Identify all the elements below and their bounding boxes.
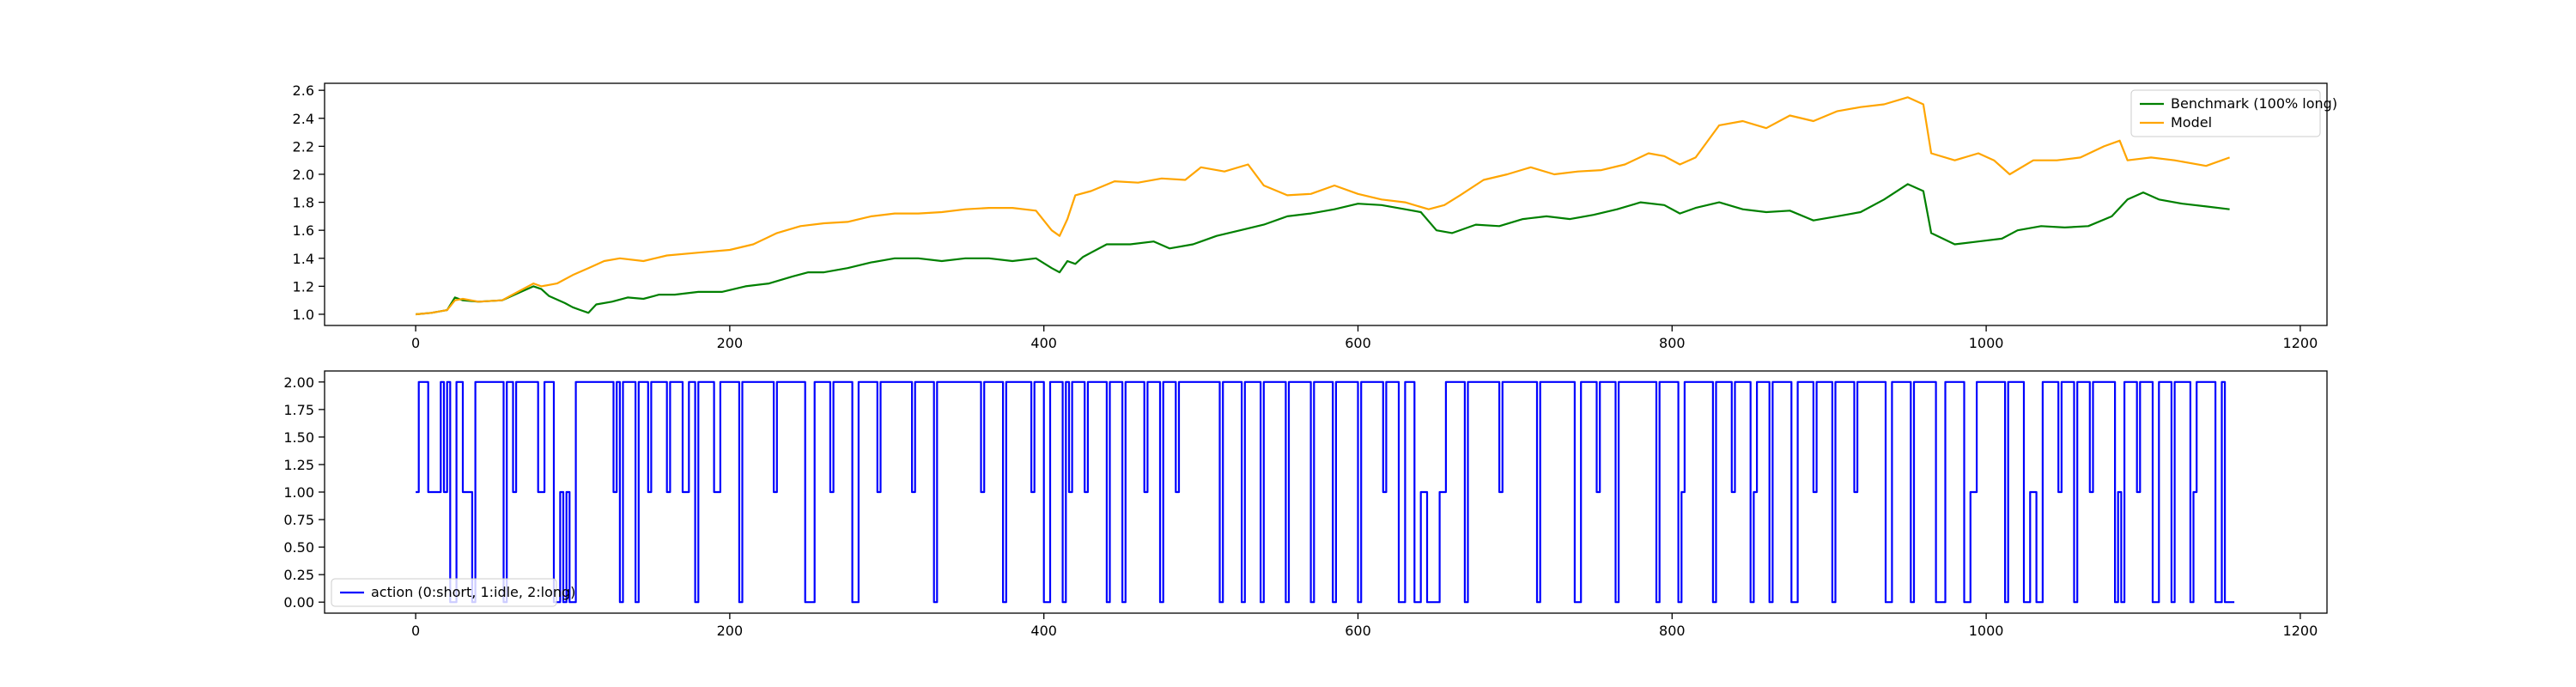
x-tick-label: 800 xyxy=(1659,335,1686,351)
y-tick-label: 1.75 xyxy=(283,402,314,418)
y-tick-label: 1.50 xyxy=(283,429,314,446)
x-tick-label: 1200 xyxy=(2283,623,2318,639)
legend-label: Benchmark (100% long) xyxy=(2171,95,2337,112)
x-tick-label: 1200 xyxy=(2283,335,2318,351)
y-tick-label: 0.50 xyxy=(283,539,314,556)
y-tick-label: 0.25 xyxy=(283,567,314,583)
y-tick-label: 1.6 xyxy=(293,222,314,239)
axes-frame xyxy=(324,82,2328,326)
y-tick-label: 2.0 xyxy=(293,167,314,183)
y-tick-label: 1.25 xyxy=(283,457,314,473)
y-tick-label: 1.2 xyxy=(293,278,314,295)
y-tick-label: 2.2 xyxy=(293,138,314,155)
legend-box xyxy=(2130,89,2321,137)
y-tick-label: 0.75 xyxy=(283,512,314,528)
x-tick-label: 600 xyxy=(1345,623,1371,639)
y-tick-label: 1.0 xyxy=(293,307,314,323)
x-tick-label: 0 xyxy=(411,623,420,639)
x-tick-label: 400 xyxy=(1030,335,1057,351)
x-tick-label: 200 xyxy=(717,623,744,639)
legend-label: action (0:short, 1:idle, 2:long) xyxy=(371,584,575,600)
series-line-0 xyxy=(416,380,2235,604)
chart-1: 0 200 400 600 800 1000 1200 0.00 0.25 0.50 0.75 1.0… xyxy=(283,370,2328,639)
y-tick-label: 2.4 xyxy=(293,111,314,127)
y-tick-label: 1.8 xyxy=(293,195,314,211)
y-tick-label: 0.00 xyxy=(283,594,314,611)
x-tick-label: 400 xyxy=(1030,623,1057,639)
chart-0: 0 200 400 600 800 1000 1200 1.0 1.2 1.4 1.6 1.8 2.0 2… xyxy=(293,82,2338,351)
subplots: 0 200 400 600 800 1000 1200 1.0 1.2 1.4 1.6 1.8 2.0 2… xyxy=(283,82,2337,639)
legend-box xyxy=(331,578,557,607)
y-tick-label: 2.6 xyxy=(293,82,314,99)
x-tick-label: 1000 xyxy=(1969,335,2004,351)
x-tick-label: 200 xyxy=(717,335,744,351)
legend-label: Model xyxy=(2171,114,2212,131)
x-tick-label: 1000 xyxy=(1969,623,2004,639)
y-tick-label: 2.00 xyxy=(283,374,314,391)
series-line-0 xyxy=(415,183,2230,316)
series-line-1 xyxy=(415,96,2230,316)
x-tick-label: 0 xyxy=(411,335,420,351)
y-tick-label: 1.4 xyxy=(293,251,314,267)
y-tick-label: 1.00 xyxy=(283,484,314,501)
legend: action (0:short, 1:idle, 2:long) xyxy=(331,578,575,607)
x-tick-label: 800 xyxy=(1659,623,1686,639)
legend: Benchmark (100% long) Model xyxy=(2130,89,2337,137)
x-tick-label: 600 xyxy=(1345,335,1371,351)
